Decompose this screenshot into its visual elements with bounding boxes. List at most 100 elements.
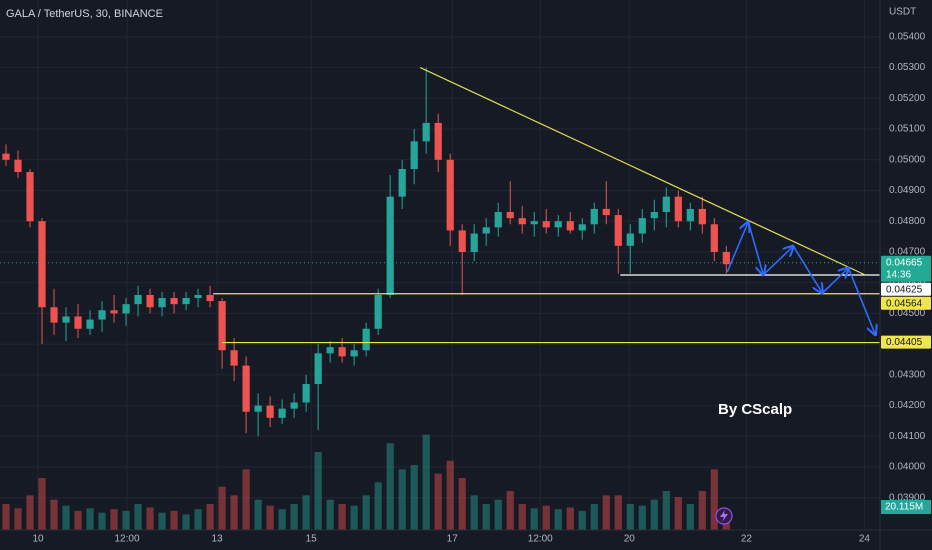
y-tick-label: 0.03900 (889, 492, 926, 503)
volume-bar (398, 469, 406, 530)
volume-bar (614, 495, 622, 530)
x-tick-label: 24 (859, 534, 871, 545)
candle-body (158, 298, 166, 308)
candle-body (686, 208, 694, 222)
volume-bar (242, 469, 250, 530)
y-tick-label: 0.04100 (889, 431, 926, 442)
candle-body (554, 221, 562, 228)
volume-label: 20.115M (885, 502, 923, 513)
volume-bar (206, 504, 214, 530)
volume-bar (266, 505, 274, 530)
y-tick-label: 0.04700 (889, 247, 926, 258)
price-box-label: 0.04665 (886, 257, 923, 268)
projection-leg (726, 222, 748, 273)
candle-body (362, 328, 370, 351)
volume-bar (554, 509, 562, 530)
overlay-layer (0, 67, 880, 344)
candle-body (530, 221, 538, 225)
candle-body (626, 233, 634, 246)
candle-body (518, 218, 526, 225)
volume-bar (110, 509, 118, 530)
candle-body (614, 215, 622, 246)
candle-body (170, 298, 178, 305)
candle-body (638, 218, 646, 234)
x-tick-label: 12:00 (115, 534, 140, 545)
candle-body (266, 405, 274, 418)
y-tick-label: 0.04000 (889, 462, 926, 473)
x-tick-label: 17 (447, 534, 459, 545)
volume-bar (386, 443, 394, 530)
volume-bar (578, 510, 586, 530)
candle-body (434, 122, 442, 160)
candle-body (578, 224, 586, 231)
candle-body (26, 172, 34, 222)
volume-bar (650, 499, 658, 530)
y-tick-label: 0.05200 (889, 93, 926, 104)
trendline (419, 67, 866, 276)
candle-body (566, 221, 574, 231)
volume-box (881, 500, 931, 514)
lightning-glyph (720, 510, 728, 522)
candle-body (350, 350, 358, 357)
volume-bar (638, 505, 646, 530)
volume-bar (350, 505, 358, 530)
volume-bar (314, 452, 322, 530)
candle-body (542, 221, 550, 228)
candle-body (278, 408, 286, 418)
candle-body (662, 196, 670, 212)
projection-leg (792, 245, 822, 293)
candle-body (338, 347, 346, 357)
candle-layer (2, 67, 730, 437)
volume-bar (518, 504, 526, 530)
volume-bar (50, 499, 58, 530)
candle-body (470, 233, 478, 252)
candle-body (482, 227, 490, 234)
volume-bar (2, 504, 10, 530)
volume-bar (410, 465, 418, 530)
volume-bar (122, 510, 130, 530)
candle-body (218, 301, 226, 351)
y-tick-label: 0.04800 (889, 216, 926, 227)
volume-bar (362, 495, 370, 530)
volume-bar (230, 495, 238, 530)
candle-body (722, 251, 730, 265)
price-axis: 0.05400 0.05300 0.05200 0.05100 0.05000 0.049… (881, 32, 931, 514)
volume-bar (506, 491, 514, 530)
volume-bar (14, 508, 22, 530)
candle-body (458, 230, 466, 252)
candle-body (314, 353, 322, 385)
candle-body (302, 384, 310, 403)
candle-body (674, 196, 682, 222)
projection-leg (821, 268, 848, 294)
candle-body (710, 224, 718, 252)
volume-bar (698, 491, 706, 530)
volume-bar (194, 509, 202, 530)
volume-bar (290, 504, 298, 530)
x-tick-label: 10 (32, 534, 44, 545)
y-tick-label: 0.05000 (889, 154, 926, 165)
volume-bar (674, 497, 682, 530)
candle-body (650, 212, 658, 219)
volume-bar (374, 482, 382, 530)
y-tick-label: 0.05100 (889, 124, 926, 135)
candle-body (698, 208, 706, 225)
y-tick-label: 0.04200 (889, 400, 926, 411)
y-tick-label: 0.05400 (889, 32, 926, 43)
volume-bar (218, 486, 226, 530)
volume-bar (38, 478, 46, 530)
price-box (881, 255, 931, 282)
candle-body (74, 316, 82, 329)
candle-body (206, 294, 214, 302)
candle-body (134, 294, 142, 305)
volume-bar (626, 504, 634, 530)
price-box (881, 335, 931, 349)
x-tick-label: 22 (741, 534, 753, 545)
candle-body (62, 316, 70, 323)
volume-bar (482, 504, 490, 530)
x-tick-label: 13 (211, 534, 223, 545)
price-box-label: 0.04564 (886, 298, 923, 309)
price-box-label: 0.04625 (886, 284, 923, 295)
y-tick-label: 0.05300 (889, 62, 926, 73)
candle-body (590, 208, 598, 225)
